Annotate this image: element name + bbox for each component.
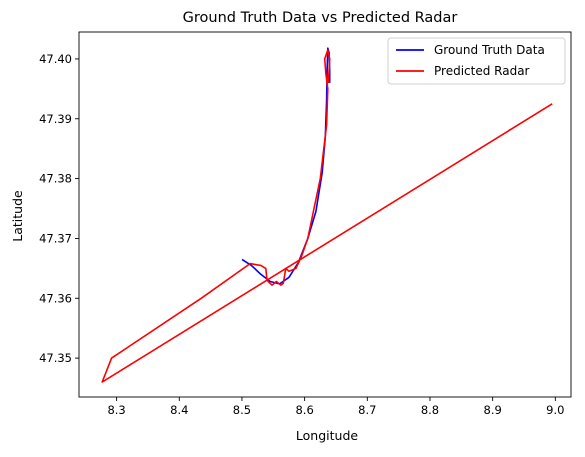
y-tick-label: 47.37: [39, 231, 72, 245]
y-tick-label: 47.38: [39, 172, 72, 186]
y-tick-label: 47.35: [39, 351, 72, 365]
x-tick-label: 8.4: [170, 403, 188, 417]
x-axis-label: Longitude: [296, 428, 358, 443]
x-tick-label: 9.0: [546, 403, 564, 417]
series-line-predicted-radar: [101, 49, 553, 383]
plot-area: 8.3 8.4 8.5 8.6 8.7 8.8 8.9 9.0 47.35 47.36 47.37 4…: [39, 31, 572, 417]
legend-box: [387, 37, 566, 85]
x-tick-label: 8.7: [358, 403, 376, 417]
legend-label-predicted-radar: Predicted Radar: [434, 64, 530, 78]
x-tick-label: 8.6: [295, 403, 313, 417]
x-tick-label: 8.9: [484, 403, 502, 417]
x-tick-label: 8.3: [107, 403, 125, 417]
x-tick-label: 8.5: [233, 403, 251, 417]
y-axis-label: Latitude: [10, 190, 25, 242]
legend-label-ground-truth: Ground Truth Data: [434, 43, 545, 57]
axes-frame: [78, 31, 572, 398]
y-tick-label: 47.39: [39, 112, 72, 126]
y-tick-label: 47.36: [39, 291, 72, 305]
y-tick-label: 47.40: [39, 52, 72, 66]
legend: Ground Truth Data Predicted Radar: [387, 37, 566, 85]
x-tick-label: 8.8: [421, 403, 439, 417]
chart-title: Ground Truth Data vs Predicted Radar: [183, 10, 458, 26]
